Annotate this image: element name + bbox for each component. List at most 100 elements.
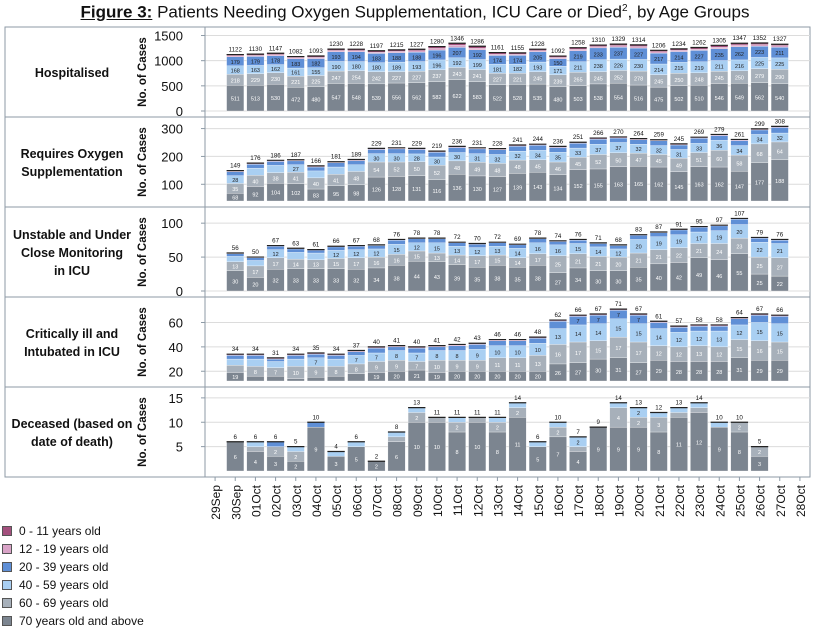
total-label: 1314 bbox=[632, 37, 646, 44]
segment-label: 12 bbox=[615, 252, 621, 258]
segment-label: 58 bbox=[736, 162, 742, 168]
bar-segment bbox=[247, 260, 264, 265]
x-tick-label: 13Oct bbox=[491, 484, 505, 517]
legend-label-60-69: 60 - 69 years old bbox=[19, 596, 108, 610]
segment-label: 52 bbox=[434, 171, 440, 177]
total-label: 72 bbox=[494, 234, 501, 241]
segment-label: 179 bbox=[231, 60, 240, 66]
total-label: 9 bbox=[597, 419, 601, 426]
bar-segment bbox=[368, 149, 385, 153]
segment-label: 21 bbox=[636, 259, 642, 265]
segment-label: 35 bbox=[555, 156, 561, 162]
segment-label: 14 bbox=[515, 252, 521, 258]
segment-label: 32 bbox=[273, 279, 279, 285]
bar-segment bbox=[771, 240, 788, 243]
bar-segment bbox=[267, 362, 284, 368]
total-label: 176 bbox=[250, 155, 261, 162]
segment-label: 215 bbox=[674, 66, 683, 72]
segment-label: 290 bbox=[775, 75, 784, 81]
total-label: 34 bbox=[333, 346, 340, 353]
segment-label: 49 bbox=[676, 163, 682, 169]
y-axis-label: No. of Cases bbox=[137, 127, 149, 197]
segment-label: 556 bbox=[392, 96, 401, 102]
segment-label: 29 bbox=[777, 369, 783, 375]
total-label: 40 bbox=[413, 339, 420, 346]
segment-label: 227 bbox=[634, 52, 643, 58]
total-label: 41 bbox=[393, 338, 400, 345]
segment-label: 131 bbox=[412, 187, 421, 193]
bar-segment bbox=[348, 246, 365, 249]
total-label: 40 bbox=[373, 339, 380, 346]
legend-item-70-plus: 70 years old and above bbox=[2, 612, 302, 630]
bar-segment bbox=[509, 245, 526, 248]
segment-label: 12 bbox=[474, 250, 480, 256]
total-label: 6 bbox=[536, 434, 540, 441]
legend-item-60-69: 60 - 69 years old bbox=[2, 594, 302, 612]
segment-label: 13 bbox=[232, 265, 238, 271]
segment-label: 2 bbox=[556, 431, 559, 437]
total-label: 1347 bbox=[733, 35, 747, 42]
bar-segment bbox=[569, 447, 586, 452]
bar-segment bbox=[549, 57, 566, 58]
total-label: 270 bbox=[613, 129, 624, 136]
total-label: 79 bbox=[756, 229, 763, 236]
segment-label: 182 bbox=[311, 62, 320, 68]
bar-segment bbox=[267, 359, 284, 361]
segment-label: 29 bbox=[757, 369, 763, 375]
segment-label: 247 bbox=[331, 76, 340, 82]
bar-segment bbox=[388, 432, 405, 437]
segment-label: 221 bbox=[291, 80, 300, 86]
bar-segment bbox=[428, 239, 445, 243]
total-label: 231 bbox=[472, 140, 483, 147]
segment-label: 248 bbox=[694, 78, 703, 84]
total-label: 61 bbox=[312, 242, 319, 249]
segment-label: 174 bbox=[493, 58, 502, 64]
total-label: 1082 bbox=[289, 49, 303, 56]
segment-label: 7 bbox=[375, 356, 378, 362]
segment-label: 216 bbox=[735, 64, 744, 70]
bar-segment bbox=[327, 452, 344, 457]
bar-segment bbox=[670, 230, 687, 235]
segment-label: 238 bbox=[594, 64, 603, 70]
segment-label: 35 bbox=[515, 278, 521, 284]
x-tick-label: 20Oct bbox=[633, 484, 647, 517]
x-tick-label: 08Oct bbox=[391, 484, 405, 517]
segment-label: 250 bbox=[674, 78, 683, 84]
panel-title: Requires Oxygen bbox=[21, 147, 124, 161]
bar-segment bbox=[670, 145, 687, 149]
segment-label: 30 bbox=[394, 156, 400, 162]
segment-label: 28 bbox=[232, 178, 238, 184]
segment-label: 68 bbox=[232, 196, 238, 202]
bar-segment bbox=[368, 348, 385, 353]
total-label: 11 bbox=[454, 409, 461, 416]
total-label: 231 bbox=[391, 140, 402, 147]
x-tick-label: 26Oct bbox=[754, 484, 768, 517]
x-tick-label: 02Oct bbox=[270, 484, 284, 517]
segment-label: 278 bbox=[634, 77, 643, 83]
segment-label: 35 bbox=[232, 187, 238, 193]
segment-label: 147 bbox=[735, 185, 744, 191]
segment-label: 9 bbox=[476, 353, 479, 359]
x-tick-label: 19Oct bbox=[612, 484, 626, 517]
segment-label: 12 bbox=[696, 337, 702, 343]
bar-segment bbox=[469, 244, 486, 247]
segment-label: 30 bbox=[595, 279, 601, 285]
total-label: 14 bbox=[696, 395, 703, 402]
segment-label: 17 bbox=[615, 346, 621, 352]
y-tick-label: 5 bbox=[176, 440, 183, 455]
segment-label: 32 bbox=[353, 279, 359, 285]
segment-label: 227 bbox=[392, 76, 401, 82]
bar-segment bbox=[549, 422, 566, 427]
x-tick-label: 17Oct bbox=[572, 484, 586, 517]
segment-label: 33 bbox=[293, 278, 299, 284]
bar-segment bbox=[731, 319, 748, 325]
bar-segment bbox=[348, 165, 365, 172]
segment-label: 20 bbox=[474, 375, 480, 381]
bar-segment bbox=[267, 55, 284, 56]
segment-label: 3 bbox=[758, 462, 761, 468]
segment-label: 217 bbox=[654, 57, 663, 63]
segment-label: 19 bbox=[676, 240, 682, 246]
segment-label: 205 bbox=[533, 55, 542, 61]
segment-label: 219 bbox=[694, 66, 703, 72]
segment-label: 2 bbox=[375, 465, 378, 471]
